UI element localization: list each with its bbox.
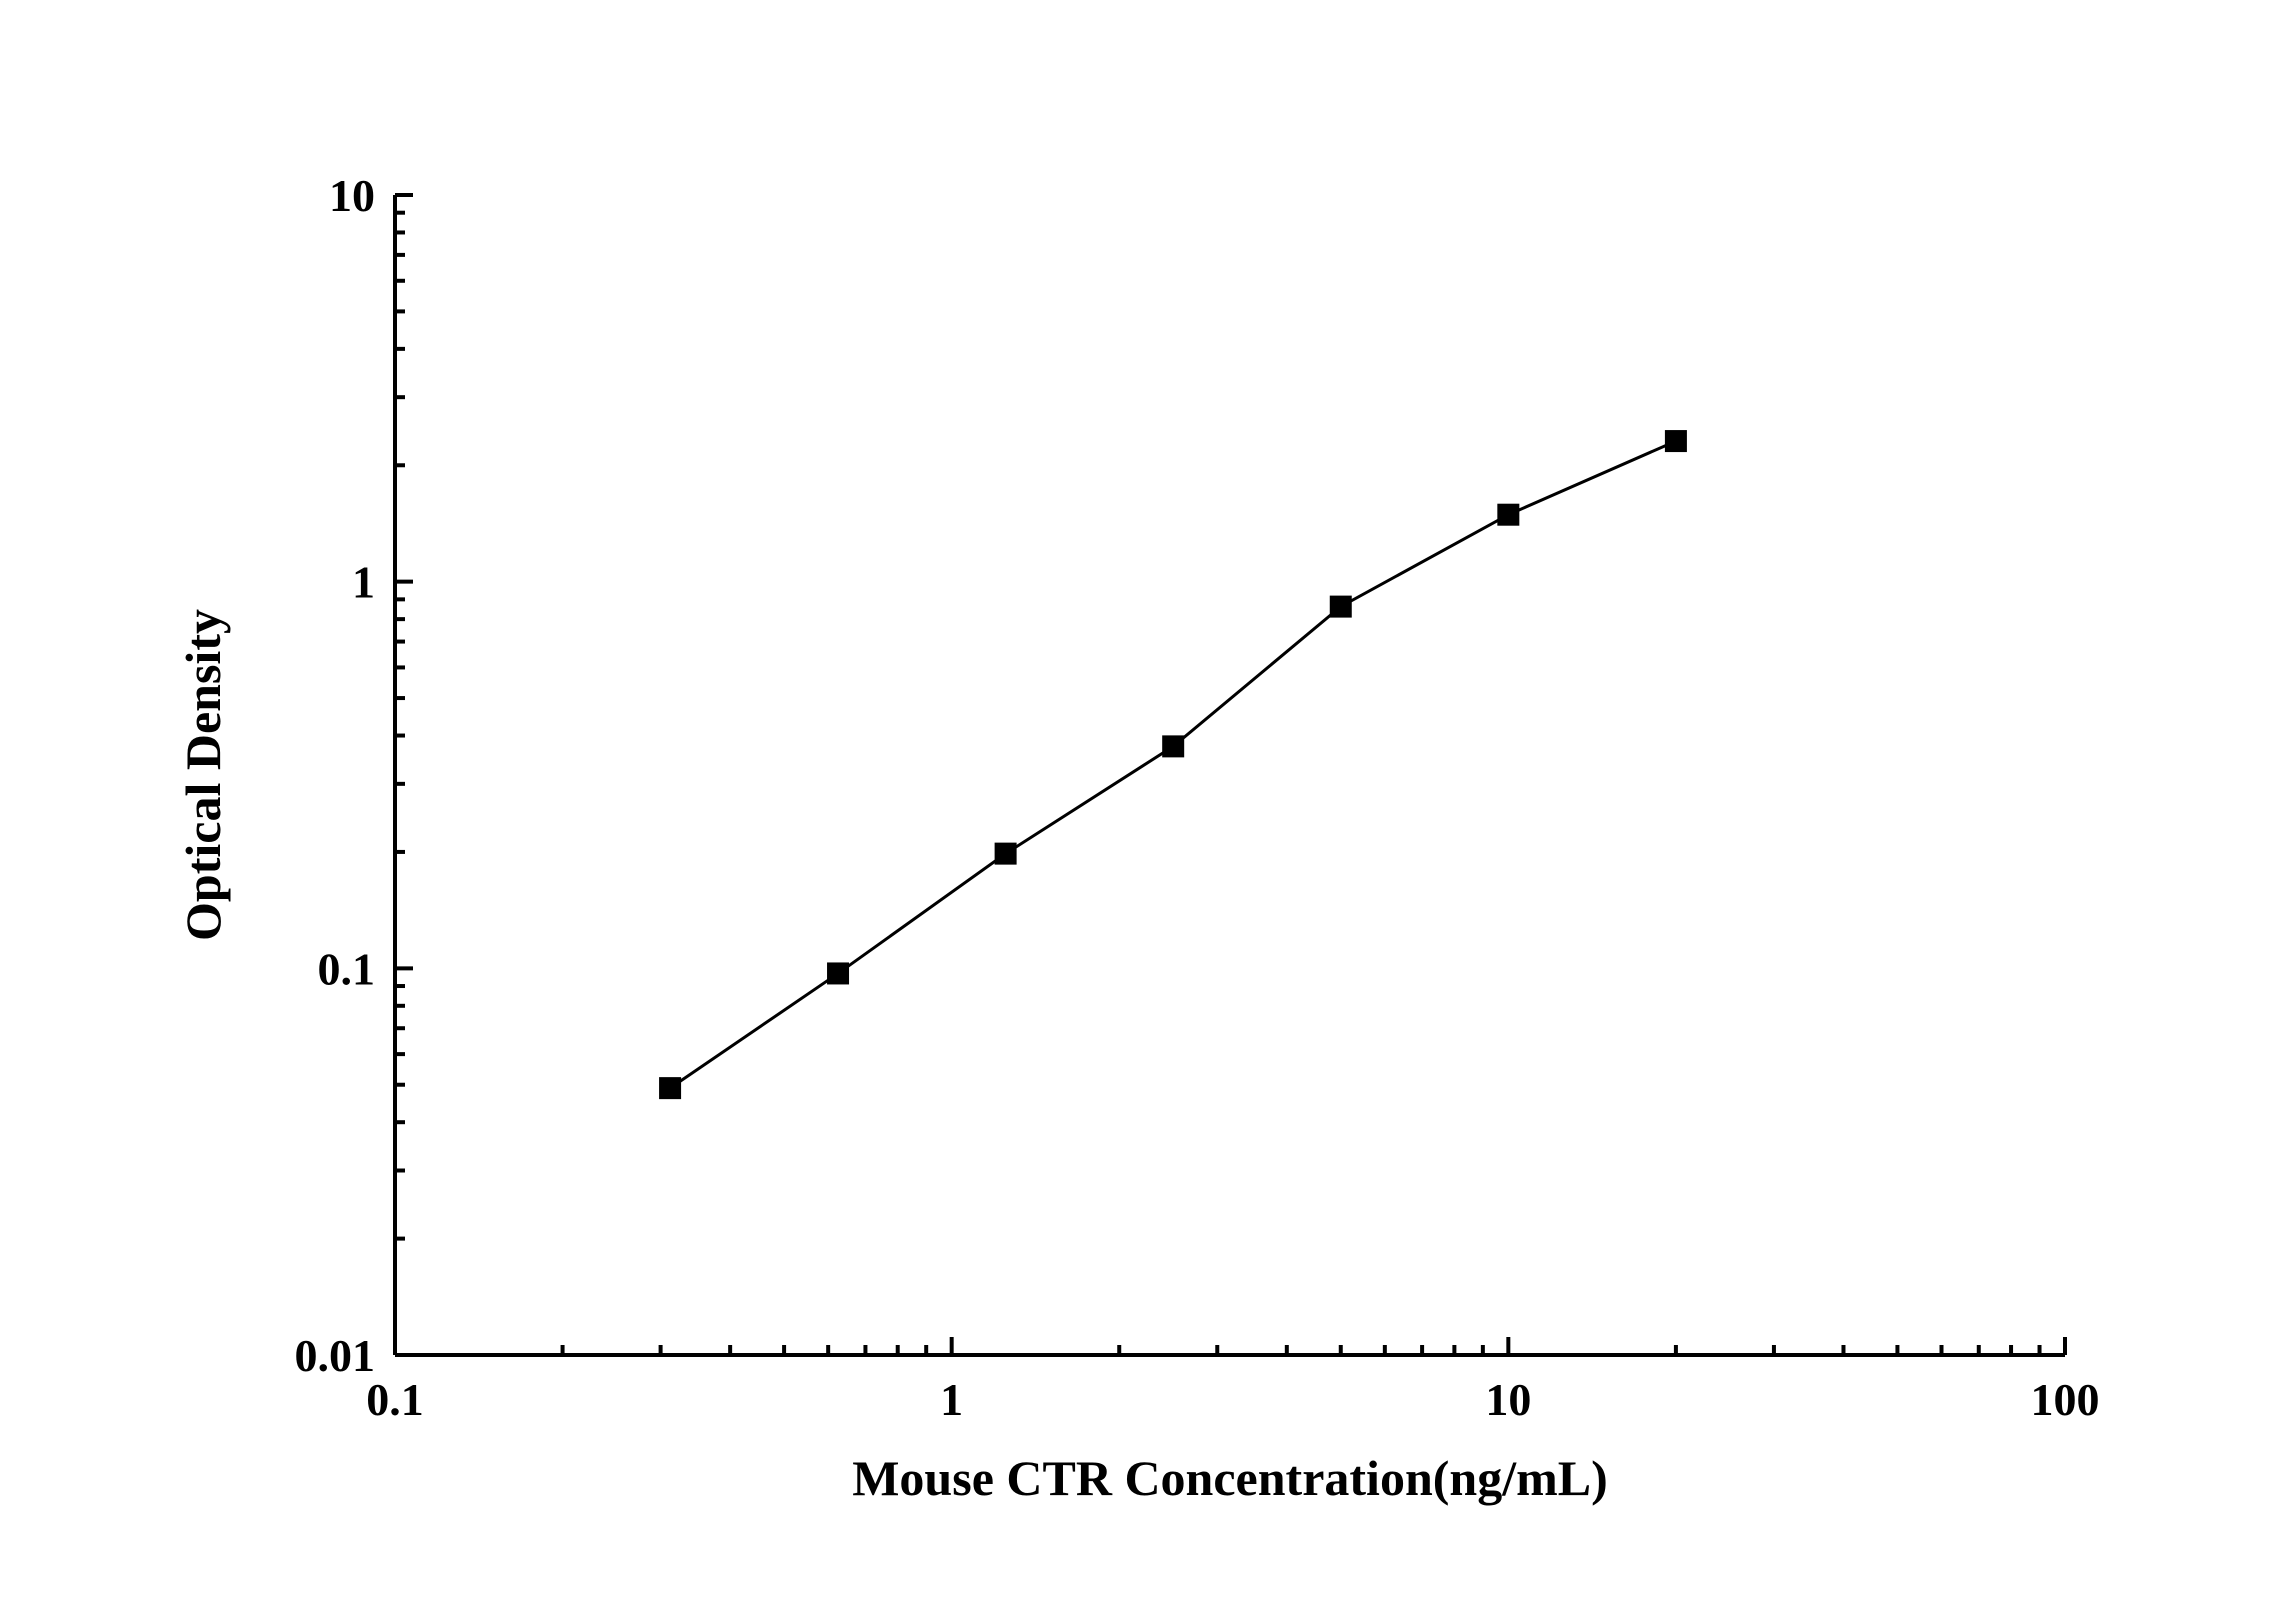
data-marker xyxy=(1162,735,1184,757)
y-tick-label: 1 xyxy=(352,557,375,608)
x-tick-label: 10 xyxy=(1485,1374,1531,1425)
y-tick-label: 0.01 xyxy=(295,1330,376,1381)
data-marker xyxy=(1497,504,1519,526)
data-marker xyxy=(827,962,849,984)
data-marker xyxy=(995,843,1017,865)
y-tick-label: 10 xyxy=(329,170,375,221)
chart-svg: 0.11101000.010.1110Mouse CTR Concentrati… xyxy=(0,0,2296,1604)
x-axis-label: Mouse CTR Concentration(ng/mL) xyxy=(852,1450,1608,1506)
chart-container: 0.11101000.010.1110Mouse CTR Concentrati… xyxy=(0,0,2296,1604)
data-marker xyxy=(1665,430,1687,452)
x-tick-label: 100 xyxy=(2031,1374,2100,1425)
x-tick-label: 1 xyxy=(940,1374,963,1425)
data-marker xyxy=(659,1077,681,1099)
y-tick-label: 0.1 xyxy=(318,943,376,994)
data-marker xyxy=(1330,596,1352,618)
x-tick-label: 0.1 xyxy=(366,1374,424,1425)
y-axis-label: Optical Density xyxy=(175,609,231,941)
